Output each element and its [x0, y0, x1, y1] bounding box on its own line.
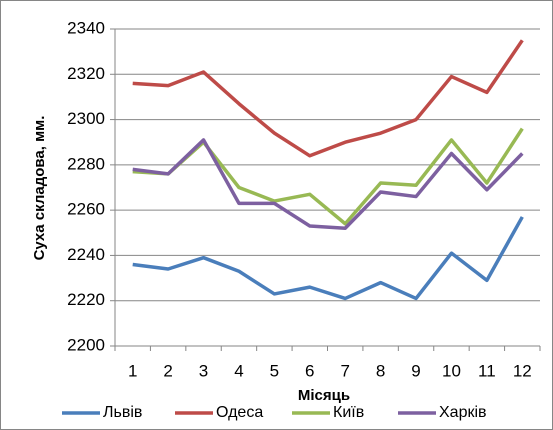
x-tick-label: 4: [234, 361, 243, 380]
legend-label: Одеса: [216, 404, 263, 421]
x-tick-label: 11: [478, 361, 496, 380]
y-tick-label: 2200: [67, 335, 105, 354]
y-tick-label: 2240: [67, 245, 105, 264]
legend-label: Львів: [103, 404, 142, 421]
legend-label: Харків: [439, 404, 487, 421]
y-tick-label: 2220: [67, 290, 105, 309]
x-tick-label: 12: [513, 361, 532, 380]
x-tick-label: 6: [305, 361, 314, 380]
x-tick-label: 9: [411, 361, 420, 380]
x-tick-label: 10: [442, 361, 461, 380]
y-tick-label: 2340: [67, 18, 105, 37]
x-tick-label: 5: [270, 361, 279, 380]
legend-label: Київ: [333, 404, 364, 421]
y-axis-title: Суха складова, мм.: [31, 116, 48, 261]
x-tick-label: 1: [128, 361, 137, 380]
series-line: [132, 138, 524, 231]
x-tick-label: 7: [340, 361, 349, 380]
series-line: [132, 216, 524, 301]
x-axis-title: Місяць: [298, 387, 350, 404]
x-tick-label: 2: [163, 361, 172, 380]
x-tick-label: 8: [376, 361, 385, 380]
y-tick-label: 2300: [67, 109, 105, 128]
x-tick-label: 3: [199, 361, 208, 380]
y-tick-label: 2320: [67, 64, 105, 83]
series-line: [132, 39, 524, 158]
y-tick-label: 2280: [67, 154, 105, 173]
y-tick-label: 2260: [67, 200, 105, 219]
